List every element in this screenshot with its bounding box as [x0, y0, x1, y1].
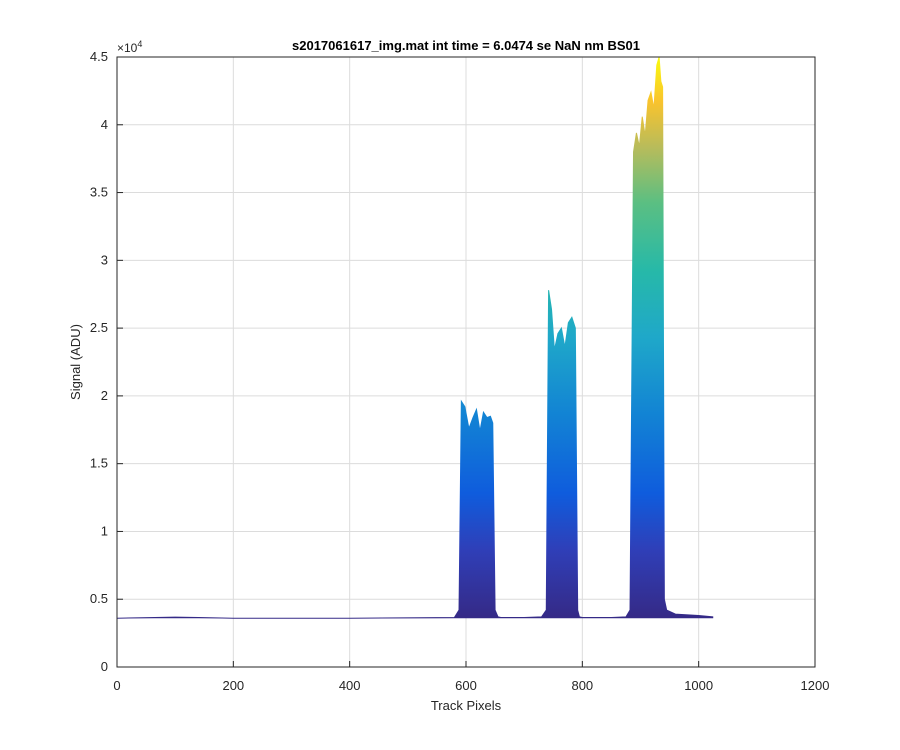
- y-tick-label: 4: [101, 117, 108, 132]
- y-tick-label: 4.5: [90, 49, 108, 64]
- y-axis-exponent-power: 4: [137, 39, 142, 49]
- x-tick-label: 400: [339, 678, 361, 693]
- y-tick-label: 0.5: [90, 591, 108, 606]
- grid-lines: [117, 57, 815, 667]
- y-axis-label: Signal (ADU): [68, 324, 83, 400]
- x-tick-label: 800: [571, 678, 593, 693]
- x-axis-label: Track Pixels: [431, 698, 502, 713]
- y-tick-label: 3: [101, 252, 108, 267]
- y-axis-exponent-base: ×10: [117, 41, 138, 55]
- y-tick-label: 2: [101, 388, 108, 403]
- signal-area: [117, 57, 714, 619]
- y-axis-exponent: ×104: [117, 39, 142, 55]
- y-tick-label: 3.5: [90, 185, 108, 200]
- y-tick-label: 1.5: [90, 456, 108, 471]
- y-tick-label: 1: [101, 523, 108, 538]
- series-layer: [116, 56, 714, 619]
- y-tick-label: 2.5: [90, 320, 108, 335]
- x-tick-label: 1200: [801, 678, 830, 693]
- signal-line: [116, 56, 714, 619]
- x-axis-ticks: 0 200 400 600 800 1000 1200: [113, 661, 829, 693]
- x-tick-label: 0: [113, 678, 120, 693]
- x-tick-label: 200: [222, 678, 244, 693]
- y-axis-ticks: 0 0.5 1 1.5 2 2.5 3 3.5 4 4.5: [90, 49, 123, 674]
- x-tick-label: 600: [455, 678, 477, 693]
- x-tick-label: 1000: [684, 678, 713, 693]
- chart-title: s2017061617_img.mat int time = 6.0474 se…: [292, 38, 640, 53]
- y-tick-label: 0: [101, 659, 108, 674]
